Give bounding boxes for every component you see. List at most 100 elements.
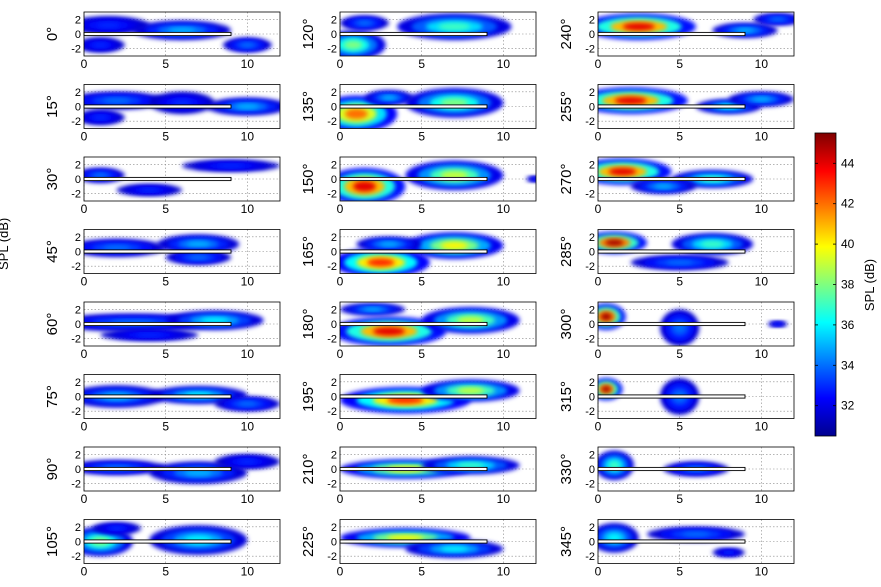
x-tick-label: 5	[418, 202, 425, 216]
x-tick-label: 5	[162, 565, 169, 579]
panel-frame	[339, 84, 537, 129]
spl-blob	[438, 22, 471, 31]
y-tick-label: -2	[327, 44, 337, 56]
panel-frame	[597, 374, 795, 419]
panel-angle-label: 135°	[300, 91, 317, 122]
panel-angle-label: 210°	[300, 453, 317, 484]
x-tick-label: 0	[337, 275, 344, 289]
x-tick-label: 0	[337, 492, 344, 506]
panel-angle-label: 150°	[300, 163, 317, 194]
spl-field	[84, 522, 248, 557]
y-tick-label: 0	[589, 174, 595, 186]
spl-blob	[353, 181, 376, 192]
spl-blob	[200, 317, 229, 324]
x-tick-label: 5	[418, 130, 425, 144]
panel-frame	[339, 156, 537, 202]
x-tick-label: 0	[81, 130, 88, 144]
spl-blob	[109, 526, 124, 530]
spl-blob	[379, 242, 399, 247]
panel-frame	[83, 301, 281, 347]
panel-frame	[597, 229, 795, 274]
panel-angle-label: 330°	[558, 453, 575, 484]
spl-blob	[93, 115, 108, 120]
y-tick-label: 2	[75, 87, 81, 99]
panel-frame	[83, 156, 281, 202]
panel-frame	[83, 374, 281, 419]
panel-angle-label: 0°	[44, 27, 61, 41]
panel-frame	[83, 11, 281, 57]
spl-field	[340, 160, 536, 201]
panel-angle-label: 60°	[44, 313, 61, 336]
spl-field	[598, 87, 794, 114]
x-tick-label: 10	[497, 347, 511, 361]
tube-line	[597, 249, 746, 254]
tube-line	[339, 31, 488, 37]
tube-line	[597, 104, 746, 109]
y-tick-label: -2	[585, 44, 595, 56]
x-tick-label: 10	[755, 275, 769, 289]
y-tick-label: 2	[331, 304, 337, 316]
x-tick-label: 0	[337, 565, 344, 579]
spl-blob	[700, 241, 724, 248]
y-tick-label: 2	[589, 522, 595, 534]
spl-blob	[135, 333, 164, 337]
spl-blob	[665, 260, 694, 265]
y-tick-label: 0	[331, 247, 337, 259]
y-tick-label: 0	[75, 174, 81, 186]
spl-blob	[343, 40, 363, 50]
y-tick-label: 2	[331, 87, 337, 99]
spl-field	[340, 232, 504, 274]
x-tick-label: 5	[676, 565, 683, 579]
y-tick-label: -2	[71, 189, 81, 201]
x-tick-label: 0	[595, 57, 602, 71]
y-tick-label: -2	[71, 334, 81, 346]
x-tick-label: 5	[418, 492, 425, 506]
panel-frame	[597, 11, 795, 57]
y-tick-label: 2	[589, 14, 595, 26]
panel-angle-label: 315°	[558, 381, 575, 412]
x-tick-label: 5	[162, 130, 169, 144]
panel-angle-label: 180°	[300, 308, 317, 339]
y-tick-label: 2	[75, 304, 81, 316]
x-tick-label: 5	[418, 275, 425, 289]
spl-blob	[622, 22, 655, 31]
y-tick-label: -2	[585, 261, 595, 273]
y-tick-label: 2	[75, 449, 81, 461]
x-tick-label: 5	[162, 492, 169, 506]
panel-angle-label: 225°	[300, 526, 317, 557]
x-tick-label: 10	[497, 275, 511, 289]
tube-line	[597, 31, 746, 37]
colorbar-label: SPL (dB)	[862, 259, 877, 311]
spl-blob	[238, 459, 257, 464]
colorbar-ticks: 32 34 36 38 40 42 44	[815, 156, 855, 413]
panel-angle-label: 240°	[558, 18, 575, 49]
y-tick-label: 0	[331, 537, 337, 549]
panel-angle-label: 75°	[44, 385, 61, 408]
x-tick-label: 10	[241, 275, 255, 289]
spl-blob	[770, 17, 785, 21]
x-tick-label: 10	[497, 420, 511, 434]
x-tick-label: 5	[418, 565, 425, 579]
tube-line	[339, 321, 488, 327]
y-tick-label: 0	[589, 247, 595, 259]
y-tick-label: -2	[71, 479, 81, 491]
x-tick-label: 0	[81, 420, 88, 434]
spl-field	[340, 88, 504, 129]
spl-blob	[440, 546, 469, 552]
y-tick-label: -2	[327, 116, 337, 128]
panel-angle-label: 165°	[300, 236, 317, 267]
panel-frame	[339, 229, 537, 274]
panel-frame	[83, 446, 281, 492]
tube-line	[83, 31, 232, 37]
spl-blob	[240, 42, 255, 48]
y-tick-label: 0	[75, 319, 81, 331]
x-tick-label: 10	[497, 565, 511, 579]
